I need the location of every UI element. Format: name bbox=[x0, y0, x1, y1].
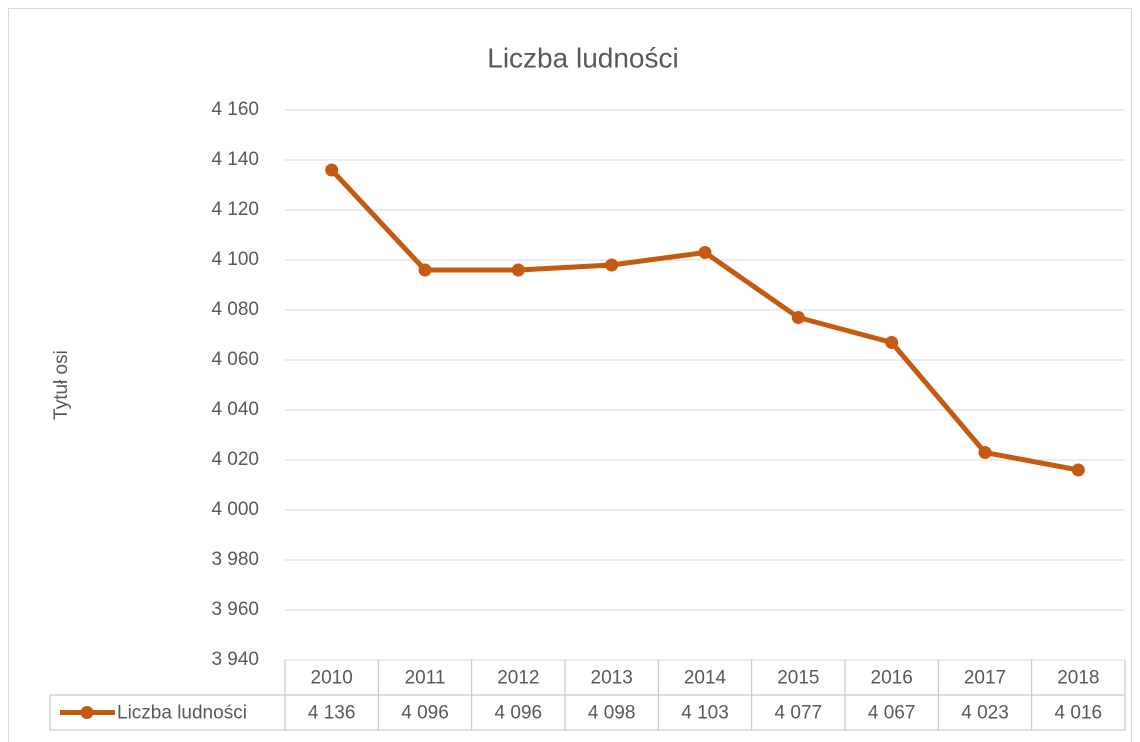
marker bbox=[978, 446, 992, 459]
chart-title: Liczba ludności bbox=[487, 42, 678, 73]
y-tick-label: 3 960 bbox=[211, 599, 259, 620]
marker bbox=[605, 258, 619, 272]
table-value: 4 067 bbox=[868, 703, 916, 724]
table-value: 4 103 bbox=[681, 703, 729, 724]
y-tick-label: 4 120 bbox=[211, 199, 259, 220]
marker bbox=[791, 311, 805, 324]
chart-border bbox=[8, 8, 1132, 742]
x-tick-label: 2018 bbox=[1057, 668, 1099, 689]
legend-marker bbox=[80, 706, 94, 719]
y-tick-label: 3 980 bbox=[211, 549, 259, 570]
y-tick-label: 4 080 bbox=[211, 299, 259, 320]
y-axis-label: Tytuł osi bbox=[51, 350, 72, 420]
x-tick-label: 2011 bbox=[405, 668, 446, 689]
x-tick-label: 2014 bbox=[684, 668, 727, 689]
table-value: 4 098 bbox=[588, 703, 636, 724]
y-tick-label: 4 040 bbox=[211, 399, 259, 420]
y-tick-label: 3 940 bbox=[211, 649, 259, 670]
y-tick-label: 4 020 bbox=[211, 449, 259, 470]
y-tick-label: 4 140 bbox=[211, 149, 259, 170]
marker bbox=[511, 263, 525, 277]
table-value: 4 077 bbox=[775, 703, 823, 724]
marker bbox=[325, 163, 339, 177]
legend-label: Liczba ludności bbox=[117, 703, 247, 724]
x-tick-label: 2010 bbox=[311, 668, 353, 689]
x-tick-label: 2013 bbox=[591, 668, 633, 689]
y-tick-label: 4 160 bbox=[211, 99, 259, 120]
x-tick-label: 2016 bbox=[871, 668, 913, 689]
marker bbox=[885, 336, 899, 349]
marker bbox=[1071, 463, 1085, 477]
marker bbox=[418, 263, 432, 277]
y-tick-label: 4 100 bbox=[211, 249, 259, 270]
marker bbox=[698, 246, 712, 259]
y-tick-label: 4 000 bbox=[211, 499, 259, 520]
table-value: 4 016 bbox=[1055, 703, 1103, 724]
x-tick-label: 2012 bbox=[497, 668, 539, 689]
y-tick-label: 4 060 bbox=[211, 349, 259, 370]
table-value: 4 136 bbox=[308, 703, 356, 724]
table-value: 4 023 bbox=[961, 703, 1009, 724]
table-value: 4 096 bbox=[401, 703, 449, 724]
table-value: 4 096 bbox=[495, 703, 543, 724]
x-tick-label: 2015 bbox=[777, 668, 819, 689]
x-tick-label: 2017 bbox=[964, 668, 1006, 689]
